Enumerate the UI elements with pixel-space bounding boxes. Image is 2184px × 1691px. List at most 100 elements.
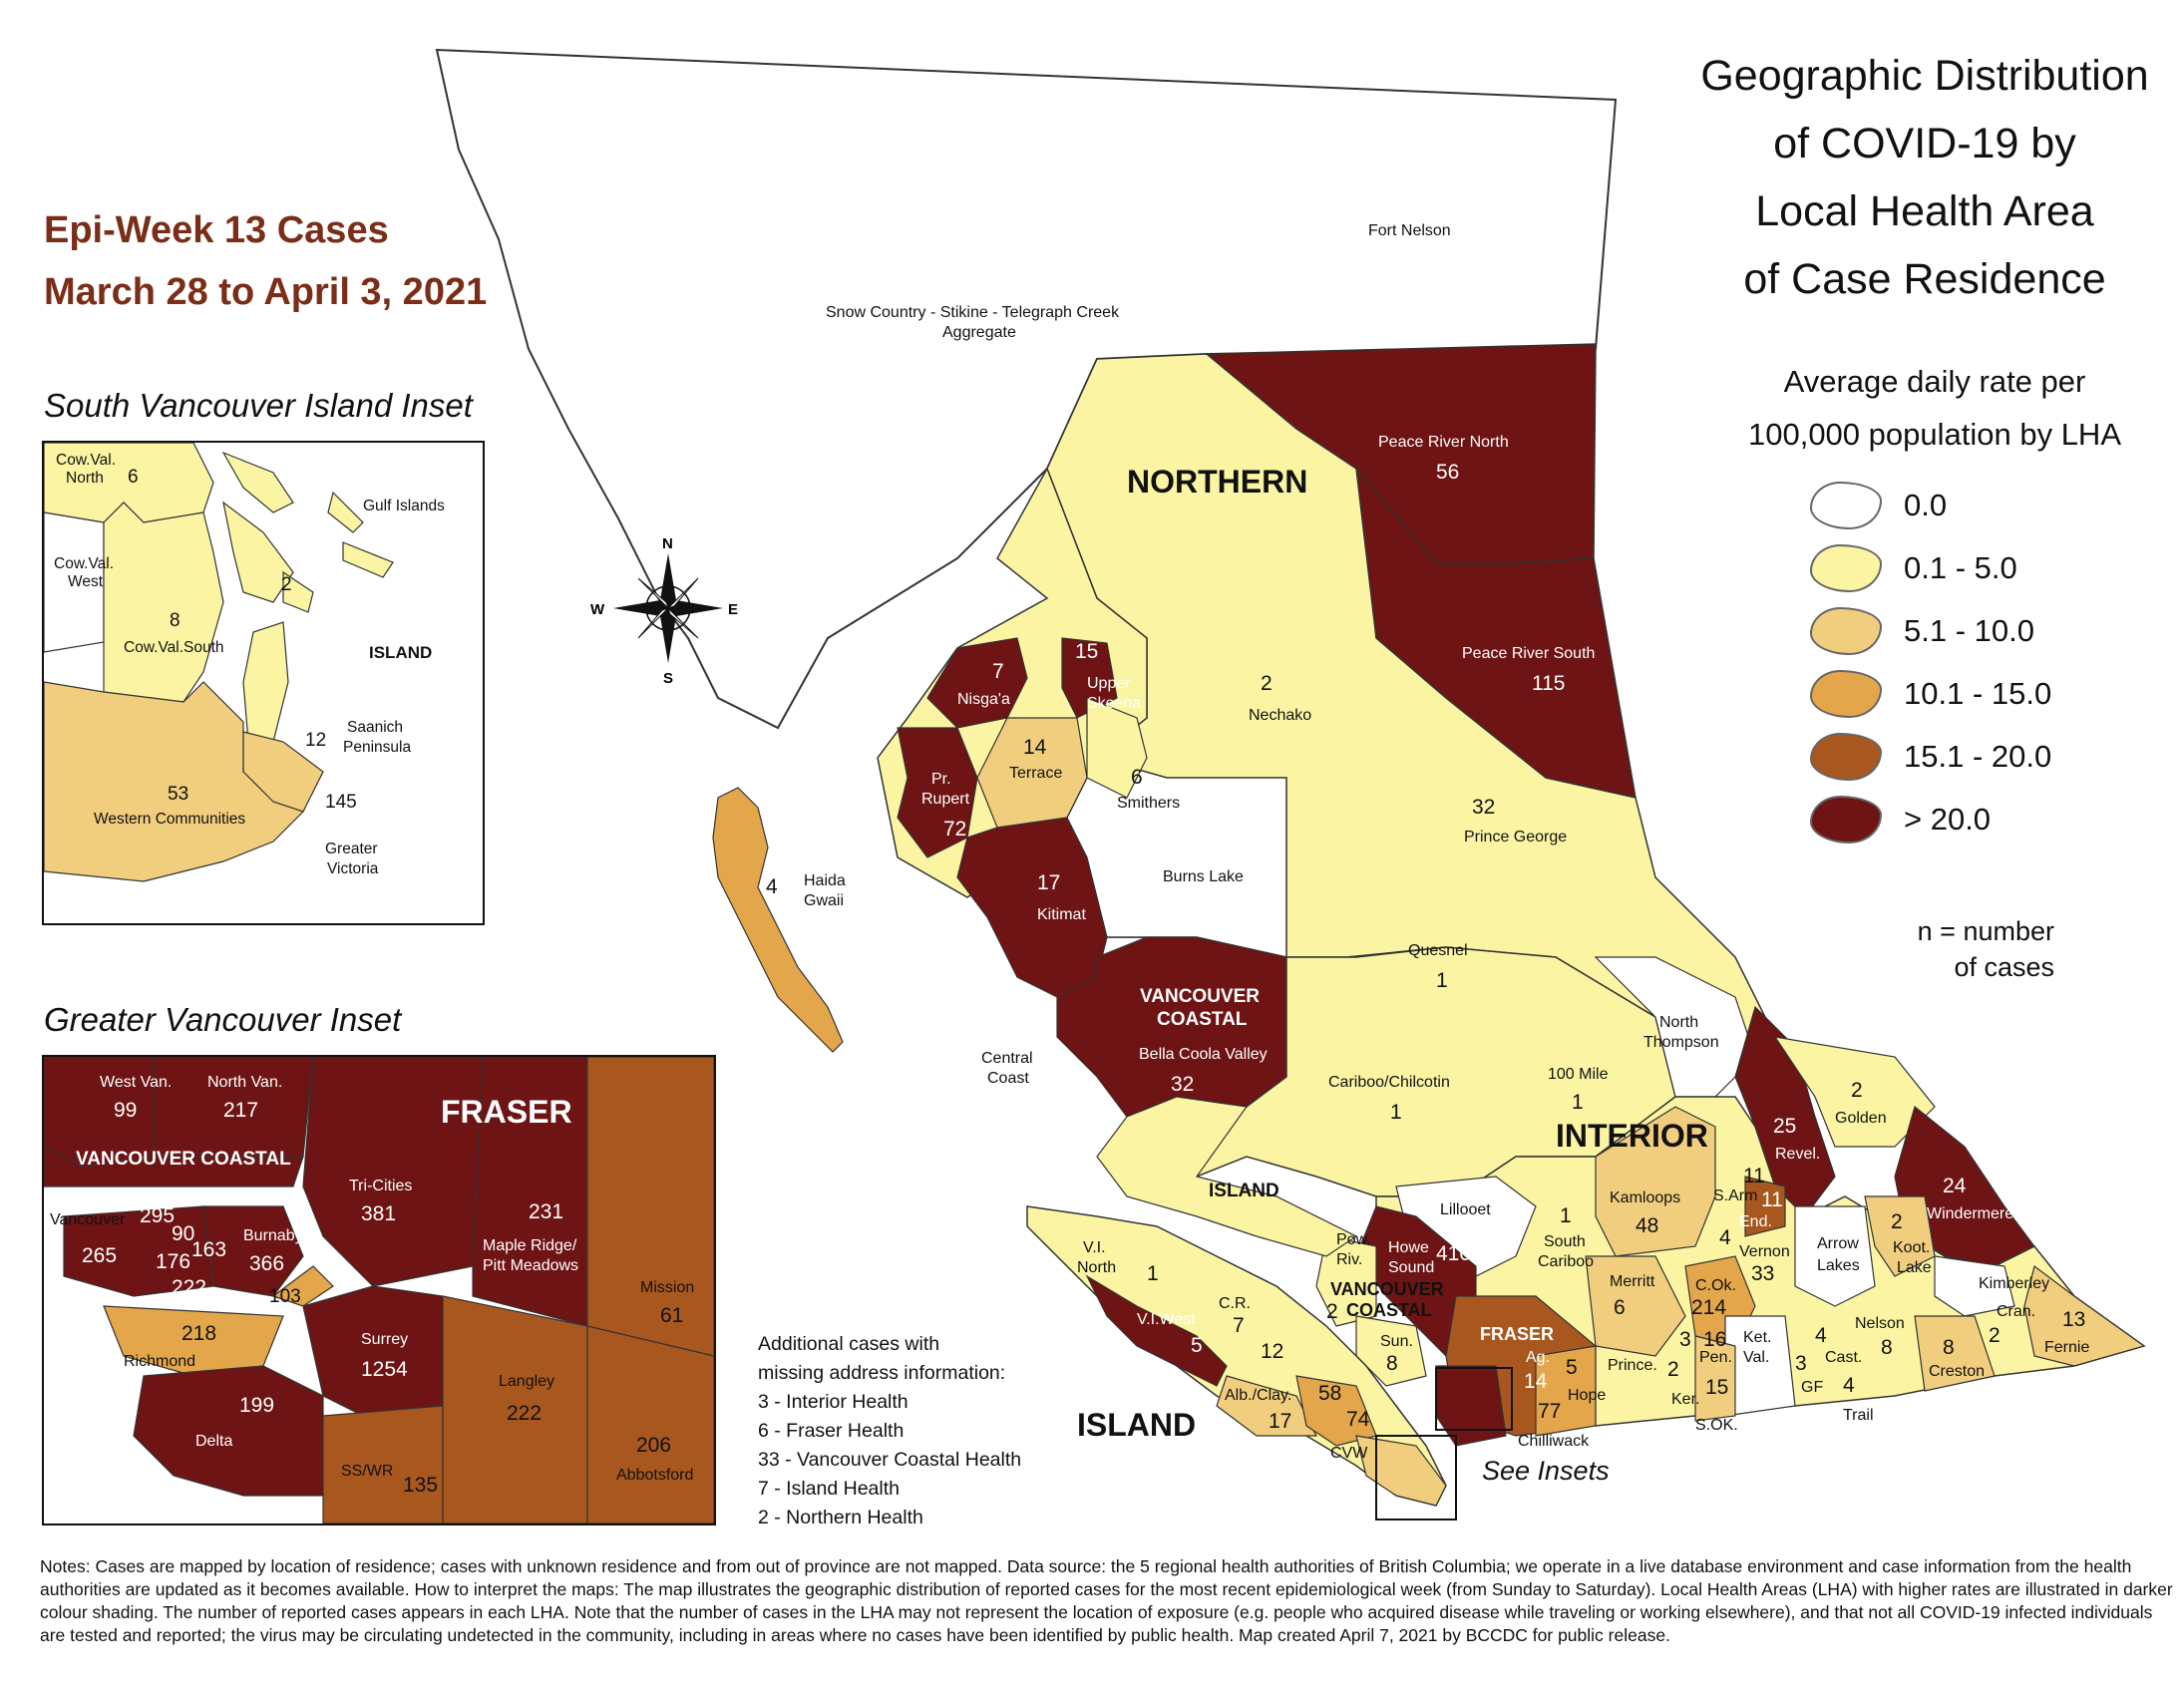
- lha-label: Gwaii: [804, 892, 844, 909]
- lha-label: Kitimat: [1037, 906, 1086, 923]
- lha-label: Golden: [1835, 1110, 1887, 1127]
- map-title-line: of COVID-19 by: [1773, 120, 2076, 168]
- lha-label: Peace River South: [1462, 645, 1595, 662]
- lha-count: 3: [1679, 1328, 1691, 1351]
- lha-hope: [1535, 1345, 1597, 1437]
- lha-label: Vernon: [1739, 1243, 1790, 1260]
- n-note: n = number of cases: [1815, 913, 2054, 985]
- svi-count: 6: [128, 467, 139, 488]
- legend-label: 5.1 - 10.0: [1904, 612, 2034, 648]
- south-vi-map: Cow.Val. North 6 Gulf Islands Cow.Val. W…: [44, 443, 445, 882]
- subtitle-line: Average daily rate per: [1783, 364, 2086, 399]
- lha-count: 1: [1572, 1091, 1584, 1114]
- svi-label: Cow.Val.South: [124, 639, 224, 656]
- compass-w: W: [590, 601, 605, 618]
- svi-label: Greater: [325, 841, 378, 857]
- svi-cow-val-south: [103, 502, 224, 703]
- greater-van-inset-title: Greater Vancouver Inset: [44, 1001, 402, 1038]
- lha-count: 13: [2062, 1308, 2085, 1331]
- lha-label: Cran.: [1997, 1303, 2035, 1320]
- gvi-count: 206: [636, 1434, 671, 1457]
- lha-count: 2: [1891, 1210, 1903, 1233]
- lha-label: Lakes: [1817, 1257, 1860, 1274]
- lha-label: Merritt: [1610, 1273, 1655, 1290]
- lha-label: Kamloops: [1610, 1189, 1680, 1206]
- gvi-label: VANCOUVER COASTAL: [76, 1149, 291, 1170]
- gvi-label: Burnaby: [243, 1227, 303, 1244]
- svi-gulf-islands: [222, 501, 294, 603]
- date-range: March 28 to April 3, 2021: [44, 271, 488, 313]
- lha-kootenay-lake: [1864, 1195, 1936, 1277]
- gvi-surrey: [302, 1285, 444, 1417]
- lha-nanaimo: [1295, 1375, 1377, 1447]
- lha-count: 72: [943, 818, 966, 841]
- gvi-vancouver: [63, 1205, 214, 1297]
- lha-enderby: [1744, 1176, 1786, 1237]
- lha-central-coast: [1096, 1096, 1358, 1257]
- gvi-south-surrey: [322, 1405, 444, 1523]
- lha-count: 2: [1261, 672, 1273, 695]
- lha-count: 8: [1881, 1336, 1893, 1359]
- lha-label: Riv.: [1336, 1251, 1362, 1268]
- compass-east-arrow: [668, 600, 723, 616]
- lha-count: 214: [1691, 1296, 1726, 1319]
- lha-label: North: [1077, 1259, 1116, 1276]
- gvi-label: Mission: [640, 1279, 694, 1296]
- region-label-island-small: ISLAND: [1209, 1181, 1279, 1201]
- region-label-vc: VANCOUVER: [1140, 986, 1260, 1007]
- legend-label: 0.0: [1904, 487, 1948, 522]
- svi-count: 8: [170, 610, 181, 631]
- gvi-label: Vancouver: [50, 1211, 126, 1228]
- epi-week-title: Epi-Week 13 Cases: [44, 209, 389, 251]
- lha-count: 77: [1538, 1400, 1561, 1423]
- gvi-count: 231: [529, 1200, 563, 1223]
- lha-label: Peace River North: [1378, 434, 1509, 451]
- lha-count: 2: [1667, 1358, 1679, 1381]
- lha-golden: [1773, 1036, 1936, 1148]
- legend-label: 10.1 - 15.0: [1904, 675, 2052, 711]
- region-label-northern: NORTHERN: [1127, 464, 1307, 500]
- legend-swatch: [1810, 669, 1882, 718]
- svi-label: Peninsula: [343, 739, 411, 756]
- map-title-line: Local Health Area: [1755, 187, 2094, 235]
- legend-item: 15.1 - 20.0: [1810, 725, 2051, 788]
- svi-label: Cow.Val.: [56, 452, 116, 469]
- lha-label: North: [1659, 1014, 1698, 1031]
- lha-count: 14: [1524, 1370, 1548, 1393]
- lha-count: 11: [1761, 1188, 1783, 1211]
- lha-label: Lillooet: [1440, 1201, 1491, 1218]
- lha-label: End.: [1739, 1213, 1772, 1230]
- lha-count: 4: [766, 875, 778, 898]
- lha-label: Nelson: [1855, 1315, 1905, 1332]
- gvi-label: Tri-Cities: [349, 1178, 412, 1194]
- legend-swatch: [1810, 732, 1882, 781]
- lha-label: V.I.: [1083, 1239, 1106, 1256]
- lha-merritt: [1585, 1255, 1686, 1357]
- svi-label: Western Communities: [94, 811, 245, 828]
- lha-count: 12: [1261, 1340, 1283, 1363]
- lha-label: Koot.: [1893, 1239, 1930, 1256]
- svi-label: Victoria: [327, 860, 379, 877]
- legend-label: 15.1 - 20.0: [1904, 738, 2052, 774]
- lha-label: V.I.West: [1137, 1311, 1196, 1328]
- gvi-count: 217: [223, 1099, 258, 1122]
- lha-label: Skeena: [1087, 695, 1141, 712]
- gvi-mission: [586, 1057, 714, 1357]
- legend-label: > 20.0: [1904, 801, 1992, 837]
- lha-lower-mainland-dark: [1435, 1365, 1507, 1447]
- lha-count: 56: [1436, 461, 1459, 484]
- gvi-burnaby: [202, 1205, 304, 1297]
- additional-item: 6 - Fraser Health: [758, 1420, 905, 1442]
- gvi-label: SS/WR: [341, 1463, 393, 1480]
- legend-swatch: [1810, 795, 1882, 844]
- gvi-count: 176: [156, 1250, 190, 1273]
- compass-north-arrow: [660, 553, 676, 608]
- lha-label: Ker.: [1671, 1391, 1699, 1408]
- greater-van-map: West Van. 99 North Van. 217 FRASER VANCO…: [44, 1057, 714, 1523]
- svi-count: 12: [305, 730, 326, 751]
- lha-label: Prince.: [1608, 1357, 1657, 1374]
- lha-count: 1: [1560, 1204, 1572, 1227]
- lha-count: 2: [1326, 1300, 1338, 1323]
- lha-count: 17: [1037, 871, 1060, 894]
- lha-haida-gwaii: [712, 787, 844, 1053]
